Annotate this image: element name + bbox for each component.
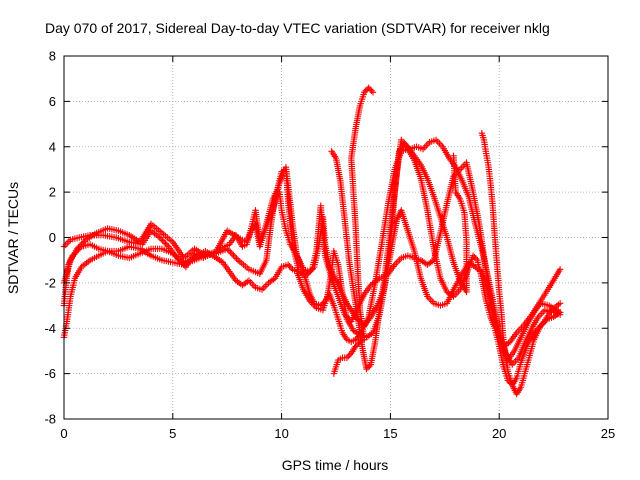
- data-series-7: [478, 129, 564, 398]
- data-point-marker: [162, 240, 169, 247]
- y-tick-label: 8: [49, 49, 56, 64]
- data-point-marker: [346, 351, 353, 358]
- data-point-marker: [556, 266, 564, 273]
- data-point-marker: [556, 300, 564, 307]
- x-tick-label: 10: [274, 426, 288, 441]
- data-point-marker: [179, 260, 187, 268]
- data-point-marker: [176, 257, 184, 265]
- data-point-marker: [352, 343, 359, 350]
- data-point-marker: [366, 362, 373, 370]
- axis-ticks: 0 5 10 15 20 25 -8 -6 -4 -2 0 2 4 6 8: [44, 49, 615, 442]
- x-tick-label: 20: [492, 426, 506, 441]
- data-point-marker: [157, 235, 165, 243]
- x-tick-label: 25: [601, 426, 615, 441]
- data-point-marker: [361, 89, 368, 96]
- data-point-marker: [471, 253, 478, 261]
- y-tick-label: 4: [49, 139, 56, 154]
- data-point-marker: [73, 245, 81, 253]
- data-point-marker: [173, 254, 181, 262]
- y-tick-label: -2: [44, 275, 56, 290]
- data-point-marker: [156, 234, 163, 241]
- data-point-marker: [345, 353, 352, 360]
- data-point-marker: [343, 354, 351, 361]
- y-tick-label: 2: [49, 185, 56, 200]
- x-tick-label: 0: [60, 426, 67, 441]
- data-point-marker: [366, 86, 374, 93]
- data-series-5: [328, 136, 470, 373]
- data-point-marker: [362, 87, 369, 94]
- data-point-marker: [160, 238, 168, 246]
- y-tick-label: 0: [49, 230, 56, 245]
- data-point-marker: [365, 84, 372, 91]
- data-point-marker: [76, 242, 84, 250]
- grid: [64, 56, 608, 419]
- y-tick-label: 6: [49, 94, 56, 109]
- data-point-marker: [81, 238, 88, 245]
- data-point-marker: [287, 264, 295, 271]
- x-axis-title: GPS time / hours: [282, 457, 389, 473]
- data-point-marker: [368, 87, 375, 94]
- data-point-marker: [355, 340, 362, 347]
- data-point-marker: [363, 365, 370, 373]
- data-point-marker: [163, 241, 171, 249]
- data-point-marker: [556, 309, 564, 316]
- data-series-6: [330, 84, 377, 377]
- data-point-marker: [472, 255, 480, 262]
- chart-title: Day 070 of 2017, Sidereal Day-to-day VTE…: [45, 20, 550, 36]
- data-point-marker: [469, 252, 477, 259]
- data-point-marker: [78, 241, 85, 248]
- y-axis-title: SDTVAR / TECUs: [5, 182, 21, 294]
- data-point-marker: [175, 256, 182, 263]
- data-point-marker: [286, 263, 293, 270]
- data-series-4: [60, 159, 564, 368]
- y-tick-label: -6: [44, 366, 56, 381]
- data-point-marker: [79, 239, 87, 246]
- data-point-marker: [159, 237, 166, 244]
- x-tick-label: 5: [169, 426, 176, 441]
- data-point-marker: [284, 261, 292, 268]
- data-point-marker: [369, 89, 377, 96]
- y-tick-label: -8: [44, 412, 56, 427]
- data-series-layer: [60, 84, 564, 398]
- data-point-marker: [450, 152, 457, 160]
- data-point-marker: [352, 336, 359, 343]
- data-point-marker: [75, 244, 82, 251]
- data-point-marker: [353, 341, 361, 349]
- data-point-marker: [364, 364, 372, 371]
- data-point-marker: [178, 259, 185, 266]
- x-tick-label: 15: [383, 426, 397, 441]
- y-tick-label: -4: [44, 321, 56, 336]
